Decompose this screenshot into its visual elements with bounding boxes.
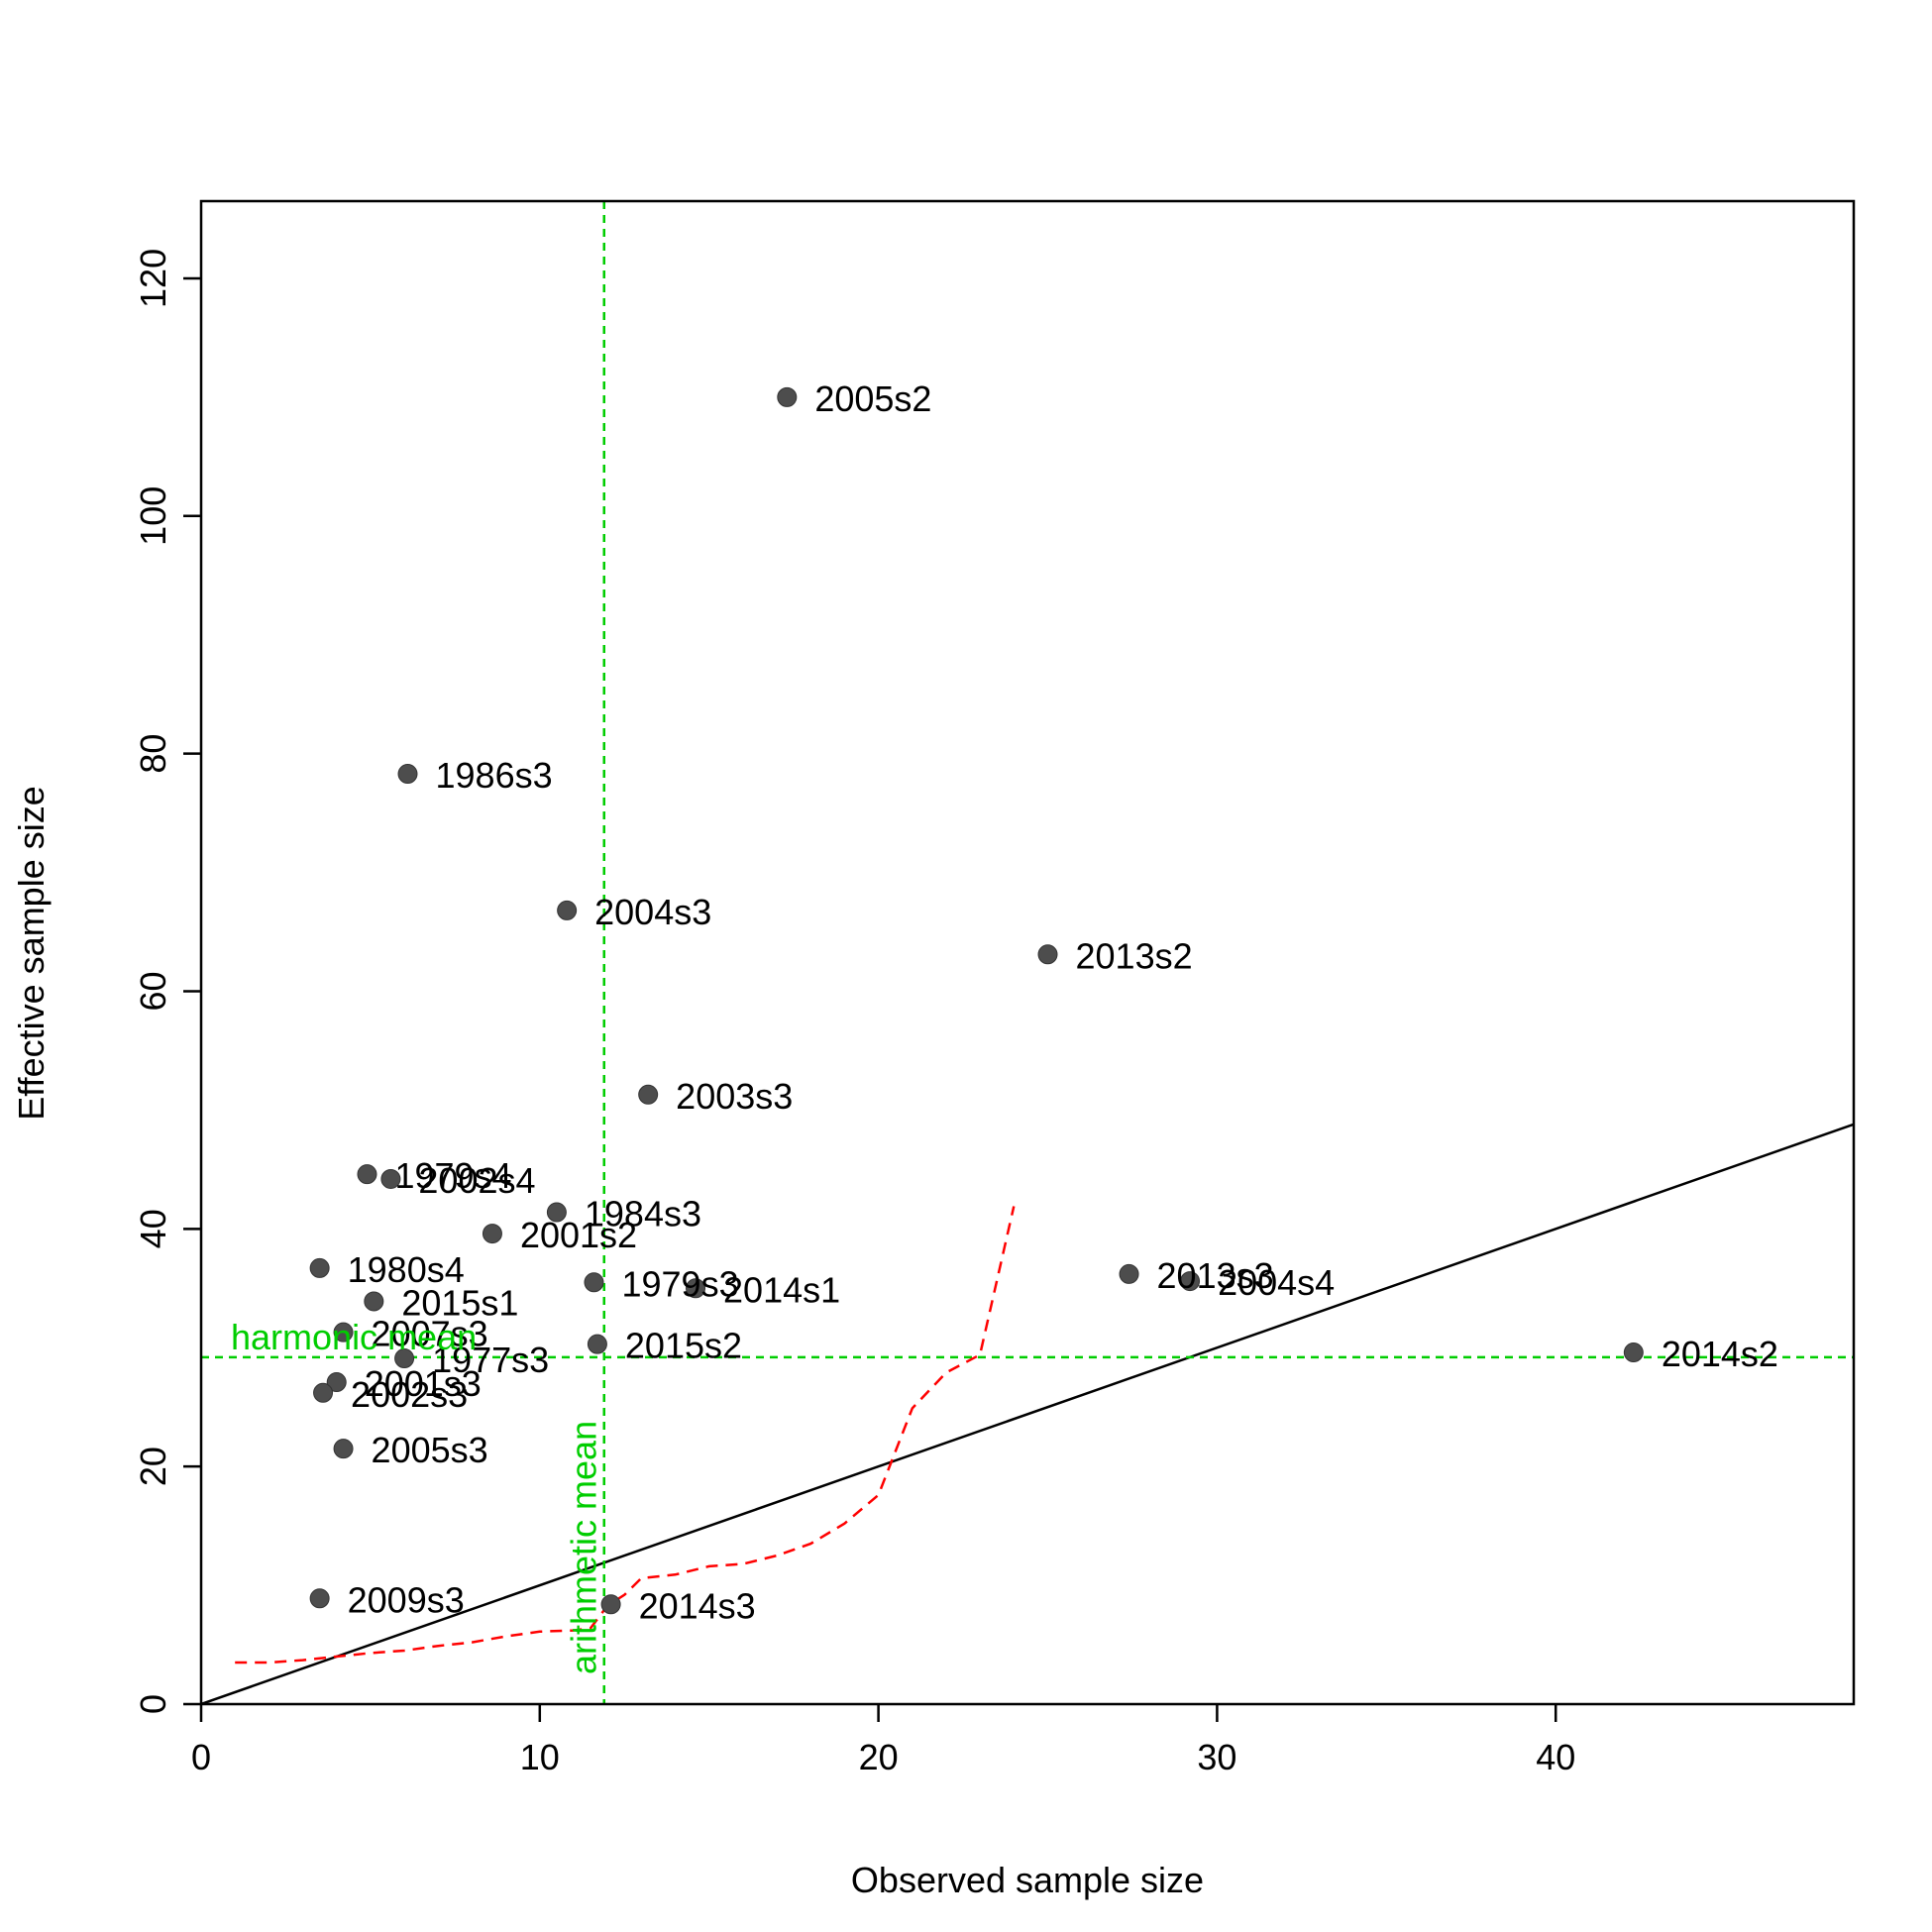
point-label: 2001s3 bbox=[365, 1363, 482, 1404]
data-point bbox=[397, 764, 418, 785]
data-point bbox=[394, 1348, 415, 1369]
y-tick-label: 20 bbox=[133, 1447, 173, 1486]
x-tick-label: 30 bbox=[1197, 1737, 1236, 1777]
data-point bbox=[313, 1382, 334, 1403]
point-label: 2003s3 bbox=[676, 1076, 793, 1117]
data-point bbox=[587, 1334, 607, 1354]
point-label: 2014s1 bbox=[723, 1269, 840, 1310]
point-label-layer: 2005s21986s32004s32013s22003s31979s42002… bbox=[231, 378, 1778, 1674]
x-tick-label: 10 bbox=[520, 1737, 560, 1777]
point-label: 2001s2 bbox=[520, 1215, 637, 1255]
point-label: 1986s3 bbox=[436, 755, 553, 796]
x-axis-title: Observed sample size bbox=[851, 1860, 1204, 1900]
x-tick-label: 0 bbox=[191, 1737, 211, 1777]
data-point bbox=[638, 1084, 659, 1105]
point-label: 2007s3 bbox=[372, 1314, 488, 1354]
point-label: 2015s1 bbox=[401, 1282, 518, 1323]
point-label: 2014s3 bbox=[639, 1585, 756, 1626]
point-label: 2014s2 bbox=[1662, 1334, 1778, 1374]
data-point bbox=[380, 1168, 401, 1189]
point-label: 2005s3 bbox=[372, 1430, 488, 1470]
data-point bbox=[482, 1224, 502, 1244]
data-point bbox=[1180, 1271, 1201, 1292]
y-tick-label: 100 bbox=[133, 486, 173, 546]
point-label: 2004s4 bbox=[1218, 1262, 1335, 1303]
axis-layer: 0 10 20 30 40 0 20 40 60 80 100 120 bbox=[133, 249, 1575, 1777]
x-tick-label: 20 bbox=[859, 1737, 899, 1777]
x-tick-label: 40 bbox=[1536, 1737, 1575, 1777]
point-label: 1979s3 bbox=[621, 1263, 738, 1304]
point-label: 1977s3 bbox=[432, 1340, 549, 1380]
y-tick-label: 60 bbox=[133, 971, 173, 1011]
arithmetic-mean-label: arithmetic mean bbox=[564, 1421, 604, 1674]
harmonic-mean-label: harmonic mean bbox=[231, 1317, 477, 1357]
y-tick-label: 40 bbox=[133, 1209, 173, 1248]
point-label: 2002s3 bbox=[351, 1374, 468, 1415]
plot-frame bbox=[199, 199, 1856, 1706]
point-label: 2004s3 bbox=[594, 892, 711, 932]
point-label: 2013s2 bbox=[1076, 935, 1193, 976]
data-point bbox=[326, 1372, 347, 1393]
y-tick-label: 80 bbox=[133, 734, 173, 774]
y-axis-title: Effective sample size bbox=[11, 786, 52, 1120]
point-label: 1984s3 bbox=[585, 1194, 701, 1234]
data-point bbox=[777, 386, 798, 407]
data-point bbox=[1623, 1342, 1644, 1363]
y-tick-label: 120 bbox=[133, 249, 173, 308]
data-point bbox=[557, 900, 578, 920]
point-label: 2009s3 bbox=[348, 1579, 465, 1620]
data-point bbox=[1119, 1263, 1139, 1284]
data-point bbox=[546, 1202, 567, 1223]
point-label: 1980s4 bbox=[348, 1249, 465, 1290]
data-point bbox=[309, 1588, 330, 1609]
point-label: 2002s4 bbox=[418, 1160, 535, 1201]
loess-curve bbox=[235, 1206, 1016, 1664]
point-label: 2015s2 bbox=[625, 1326, 742, 1366]
data-point bbox=[584, 1272, 604, 1293]
data-point bbox=[1037, 944, 1058, 965]
point-label: 2013s3 bbox=[1157, 1255, 1274, 1296]
data-point bbox=[600, 1594, 621, 1615]
identity-line bbox=[201, 1123, 1854, 1704]
point-label: 1979s4 bbox=[394, 1155, 511, 1196]
data-point bbox=[333, 1439, 354, 1459]
data-point bbox=[333, 1322, 354, 1342]
data-point bbox=[357, 1164, 377, 1185]
data-point bbox=[364, 1291, 384, 1312]
data-layer bbox=[201, 201, 1854, 1704]
point-label: 2005s2 bbox=[814, 378, 931, 419]
y-tick-label: 0 bbox=[133, 1694, 173, 1714]
data-point bbox=[309, 1257, 330, 1278]
data-point bbox=[686, 1278, 706, 1299]
